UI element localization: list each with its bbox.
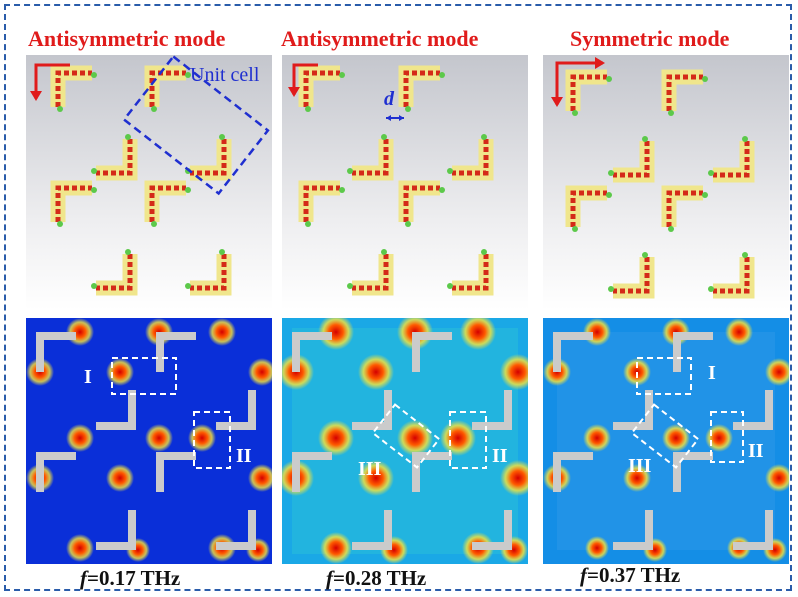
frequency-right: f=0.37 THz	[580, 563, 681, 587]
frequency-left: f=0.17 THz	[80, 566, 181, 590]
title-left: Antisymmetric mode	[28, 26, 226, 51]
region-label-one: I	[84, 366, 92, 388]
current-panel-right	[543, 55, 789, 310]
region-label-three: III	[628, 455, 652, 477]
title-right: Symmetric mode	[570, 26, 730, 51]
region-label-three: III	[358, 458, 382, 480]
region-label-two: II	[748, 440, 764, 462]
region-label-two: II	[492, 445, 508, 467]
field-map-middle	[282, 318, 528, 564]
region-label-one: I	[708, 362, 716, 384]
current-panel-middle	[282, 55, 528, 310]
frequency-middle: f=0.28 THz	[326, 566, 427, 590]
region-label-two: II	[236, 445, 252, 467]
dashed-border	[4, 4, 792, 591]
title-middle: Antisymmetric mode	[281, 26, 479, 51]
region-box-two	[449, 411, 487, 469]
unit-cell-label: Unit cell	[190, 64, 260, 86]
region-box-two	[193, 411, 231, 469]
region-box-two	[710, 411, 744, 463]
field-map-left	[26, 318, 272, 564]
gap-label: d	[384, 88, 394, 110]
region-box-one	[111, 357, 177, 395]
field-map-right	[543, 318, 789, 564]
current-direction-arrow	[34, 63, 70, 99]
region-box-one	[636, 357, 692, 395]
current-panel-left	[26, 55, 272, 310]
unit-cell-box	[122, 55, 270, 196]
